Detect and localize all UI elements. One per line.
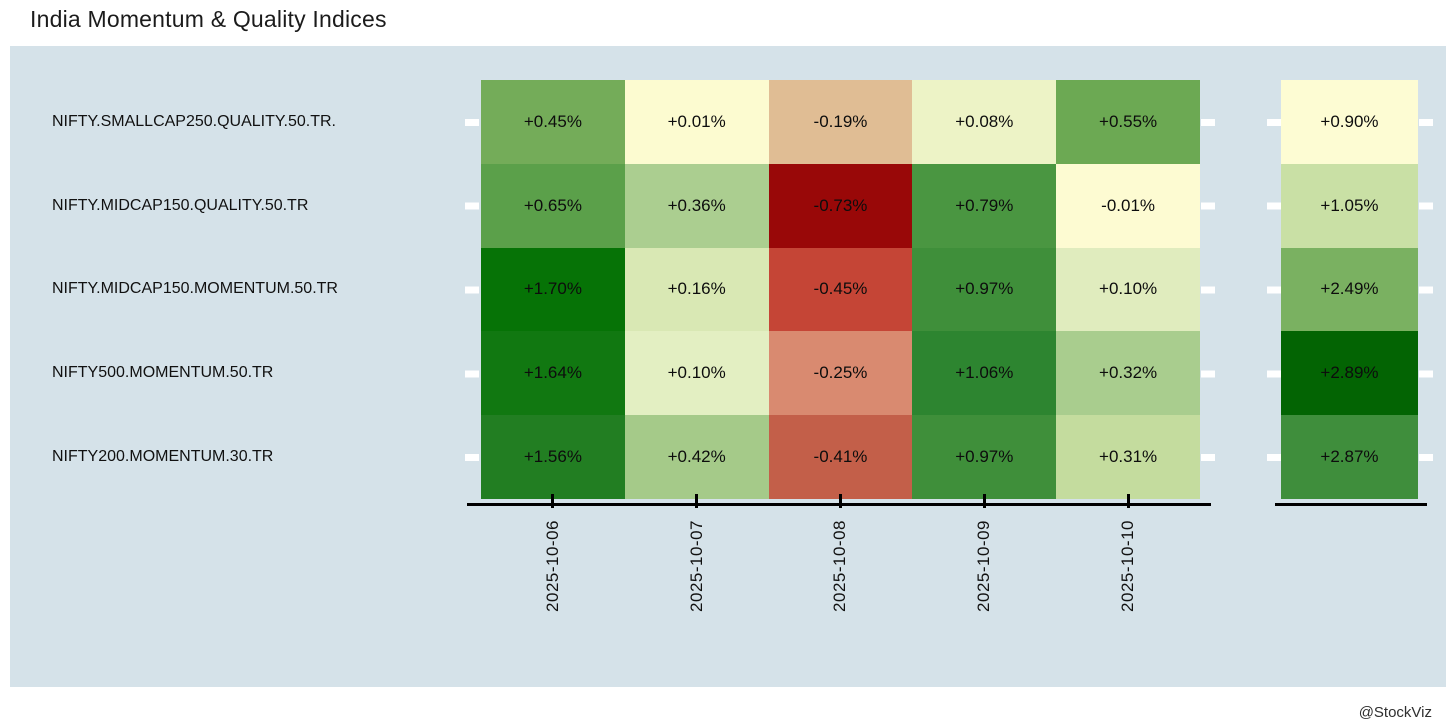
date-label: 2025-10-08 — [830, 520, 850, 612]
heatmap-cell: +0.36% — [624, 163, 769, 248]
date-label: 2025-10-06 — [542, 520, 562, 612]
summary-axis-dashes-left — [1267, 80, 1281, 499]
summary-cell: +2.87% — [1281, 415, 1418, 499]
heatmap-cell: -0.25% — [768, 331, 913, 416]
row-label: NIFTY.MIDCAP150.MOMENTUM.50.TR — [52, 280, 338, 298]
heatmap-cell: +0.97% — [912, 415, 1057, 499]
summary-column: +0.90% +1.05% +2.49% +2.89% +2.87% — [1281, 80, 1418, 499]
heatmap-cell: +0.16% — [624, 247, 769, 332]
x-axis-tick — [695, 494, 699, 508]
x-axis-line — [467, 503, 1211, 506]
x-axis-ticks — [481, 494, 1200, 508]
x-axis-tick — [551, 494, 555, 508]
summary-axis-line — [1275, 503, 1427, 506]
heatmap-cell: +1.70% — [481, 247, 625, 332]
heatmap-cell: +0.32% — [1056, 331, 1200, 416]
x-axis-tick — [1126, 494, 1130, 508]
date-label: 2025-10-07 — [686, 520, 706, 612]
heatmap-cell: +0.79% — [912, 163, 1057, 248]
row-labels: NIFTY.SMALLCAP250.QUALITY.50.TR. NIFTY.M… — [52, 80, 472, 499]
heatmap-cell: +0.01% — [624, 80, 769, 164]
x-axis-date-labels: 2025-10-06 2025-10-07 2025-10-08 2025-10… — [481, 520, 1200, 660]
heatmap-cell: +1.56% — [481, 415, 625, 499]
heatmap-grid: +0.45% +0.01% -0.19% +0.08% +0.55% +0.65… — [481, 80, 1200, 499]
y-axis-dashes-right — [1201, 80, 1215, 499]
summary-cell: +2.89% — [1281, 331, 1418, 416]
x-axis-tick — [982, 494, 986, 508]
heatmap-cell: -0.73% — [768, 163, 913, 248]
row-label: NIFTY200.MOMENTUM.30.TR — [52, 448, 274, 466]
row-label: NIFTY.MIDCAP150.QUALITY.50.TR — [52, 196, 309, 214]
row-label: NIFTY.SMALLCAP250.QUALITY.50.TR. — [52, 112, 336, 130]
heatmap-cell: +0.10% — [1056, 247, 1200, 332]
date-label: 2025-10-10 — [1118, 520, 1138, 612]
heatmap-cell: +0.08% — [912, 80, 1057, 164]
heatmap-cell: -0.01% — [1056, 163, 1200, 248]
summary-axis-dashes-right — [1419, 80, 1433, 499]
watermark: @StockViz — [1358, 704, 1432, 721]
x-axis-tick — [838, 494, 842, 508]
y-axis-dashes-left — [465, 80, 479, 499]
heatmap-cell: +0.31% — [1056, 415, 1200, 499]
heatmap-cell: +0.65% — [481, 163, 625, 248]
page-title: India Momentum & Quality Indices — [30, 6, 387, 32]
heatmap-cell: -0.45% — [768, 247, 913, 332]
heatmap-plot: NIFTY.SMALLCAP250.QUALITY.50.TR. NIFTY.M… — [10, 46, 1446, 687]
summary-cell: +1.05% — [1281, 163, 1418, 248]
summary-cell: +0.90% — [1281, 80, 1418, 164]
heatmap-cell: +1.64% — [481, 331, 625, 416]
heatmap-cell: +0.97% — [912, 247, 1057, 332]
heatmap-cell: -0.19% — [768, 80, 913, 164]
heatmap-cell: -0.41% — [768, 415, 913, 499]
heatmap-cell: +1.06% — [912, 331, 1057, 416]
row-label: NIFTY500.MOMENTUM.50.TR — [52, 364, 274, 382]
date-label: 2025-10-09 — [974, 520, 994, 612]
summary-cell: +2.49% — [1281, 247, 1418, 332]
heatmap-cell: +0.10% — [624, 331, 769, 416]
heatmap-cell: +0.55% — [1056, 80, 1200, 164]
heatmap-cell: +0.42% — [624, 415, 769, 499]
heatmap-cell: +0.45% — [481, 80, 625, 164]
